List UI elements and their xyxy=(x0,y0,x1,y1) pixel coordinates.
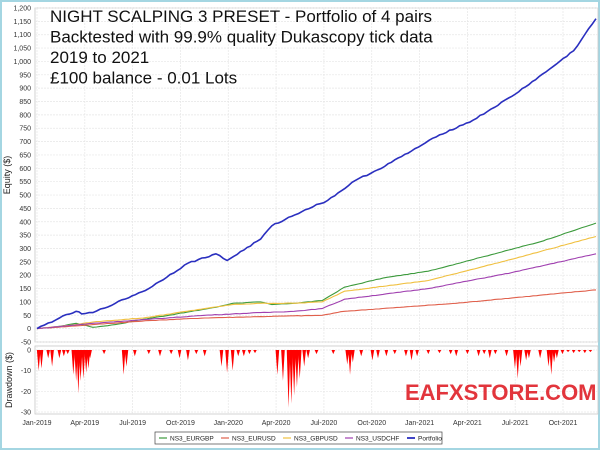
series-line-ns3_gbpusd xyxy=(36,235,597,330)
drawdown-bars xyxy=(36,350,593,408)
y-tick-label: 700 xyxy=(19,139,31,146)
y-tick-label: 300 xyxy=(19,246,31,253)
x-tick-label: Jan-2019 xyxy=(22,420,51,427)
x-tick-label: Jan-2020 xyxy=(214,420,243,427)
y-tick-label: 600 xyxy=(19,166,31,173)
legend-item-ns3_eurusd: NS3_EURUSD xyxy=(232,436,276,443)
y-tick-label: 900 xyxy=(19,86,31,93)
x-tick-label: Jul-2020 xyxy=(310,420,337,427)
series-line-ns3_eurusd xyxy=(36,289,597,330)
y-tick-label: 150 xyxy=(19,286,31,293)
y-tick-label: 50 xyxy=(23,313,31,320)
equity-plot-area xyxy=(34,7,599,343)
y-tick-label: 750 xyxy=(19,126,31,133)
y-tick-label: 1,050 xyxy=(13,46,31,53)
legend-item-portfolio: Portfolio xyxy=(418,436,442,443)
chart-title: NIGHT SCALPING 3 PRESET - Portfolio of 4… xyxy=(50,7,433,88)
x-tick-label: Jul-2021 xyxy=(502,420,529,427)
x-tick-label: Apr-2019 xyxy=(70,420,99,427)
y-tick-label: 800 xyxy=(19,112,31,119)
y-tick-label: 1,200 xyxy=(13,6,31,13)
series-group xyxy=(36,18,597,330)
y-tick-label: 950 xyxy=(19,72,31,79)
legend-item-ns3_usdchf: NS3_USDCHF xyxy=(356,436,399,443)
legend-item-ns3_gbpusd: NS3_GBPUSD xyxy=(294,436,338,443)
x-tick-label: Oct-2019 xyxy=(166,420,195,427)
y-tick-label: 0 xyxy=(27,326,31,333)
y-tick-label: 550 xyxy=(19,179,31,186)
series-line-portfolio xyxy=(36,18,597,330)
drawdown-plot-area xyxy=(34,345,599,415)
drawdown-tick-label: 0 xyxy=(27,348,31,355)
y-axis-title: Equity ($) xyxy=(2,156,12,195)
x-tick-label: Apr-2021 xyxy=(453,420,482,427)
title-line-4: £100 balance - 0.01 Lots xyxy=(50,69,237,88)
y-tick-label: 350 xyxy=(19,233,31,240)
y-tick-label: 250 xyxy=(19,259,31,266)
x-tick-label: Oct-2021 xyxy=(549,420,578,427)
y-tick-label: 400 xyxy=(19,219,31,226)
x-tick-label: Jan-2021 xyxy=(405,420,434,427)
y-tick-label: 200 xyxy=(19,273,31,280)
y-tick-label: 100 xyxy=(19,299,31,306)
drawdown-axis-title: Drawdown ($) xyxy=(4,352,14,408)
title-line-2: Backtested with 99.9% quality Dukascopy … xyxy=(50,28,433,47)
x-tick-label: Jul-2019 xyxy=(119,420,146,427)
drawdown-tick-label: -20 xyxy=(21,389,31,396)
series-line-ns3_usdchf xyxy=(36,253,597,330)
watermark-text: EAFXSTORE.COM xyxy=(405,380,597,405)
x-tick-label: Apr-2020 xyxy=(262,420,291,427)
title-line-3: 2019 to 2021 xyxy=(50,48,149,67)
drawdown-axis: 0 -10 -20 -30 xyxy=(21,348,598,417)
y-tick-label: 1,100 xyxy=(13,32,31,39)
x-tick-label: Oct-2020 xyxy=(357,420,386,427)
x-axis: Jan-2019 Apr-2019 Jul-2019 Oct-2019 Jan-2020… xyxy=(22,8,578,427)
y-tick-label: 1,000 xyxy=(13,59,31,66)
legend: NS3_EURGBP NS3_EURUSD NS3_GBPUSD NS3_USDCHF… xyxy=(154,431,443,445)
y-tick-label: 1,150 xyxy=(13,19,31,26)
y-tick-label: -50 xyxy=(21,340,31,347)
y-tick-label: 650 xyxy=(19,152,31,159)
y-tick-label: 450 xyxy=(19,206,31,213)
y-tick-label: 850 xyxy=(19,99,31,106)
drawdown-tick-label: -10 xyxy=(21,368,31,375)
drawdown-tick-label: -30 xyxy=(21,410,31,417)
y-tick-label: 500 xyxy=(19,193,31,200)
title-line-1: NIGHT SCALPING 3 PRESET - Portfolio of 4… xyxy=(50,7,432,26)
legend-item-ns3_eurgbp: NS3_EURGBP xyxy=(170,436,214,443)
